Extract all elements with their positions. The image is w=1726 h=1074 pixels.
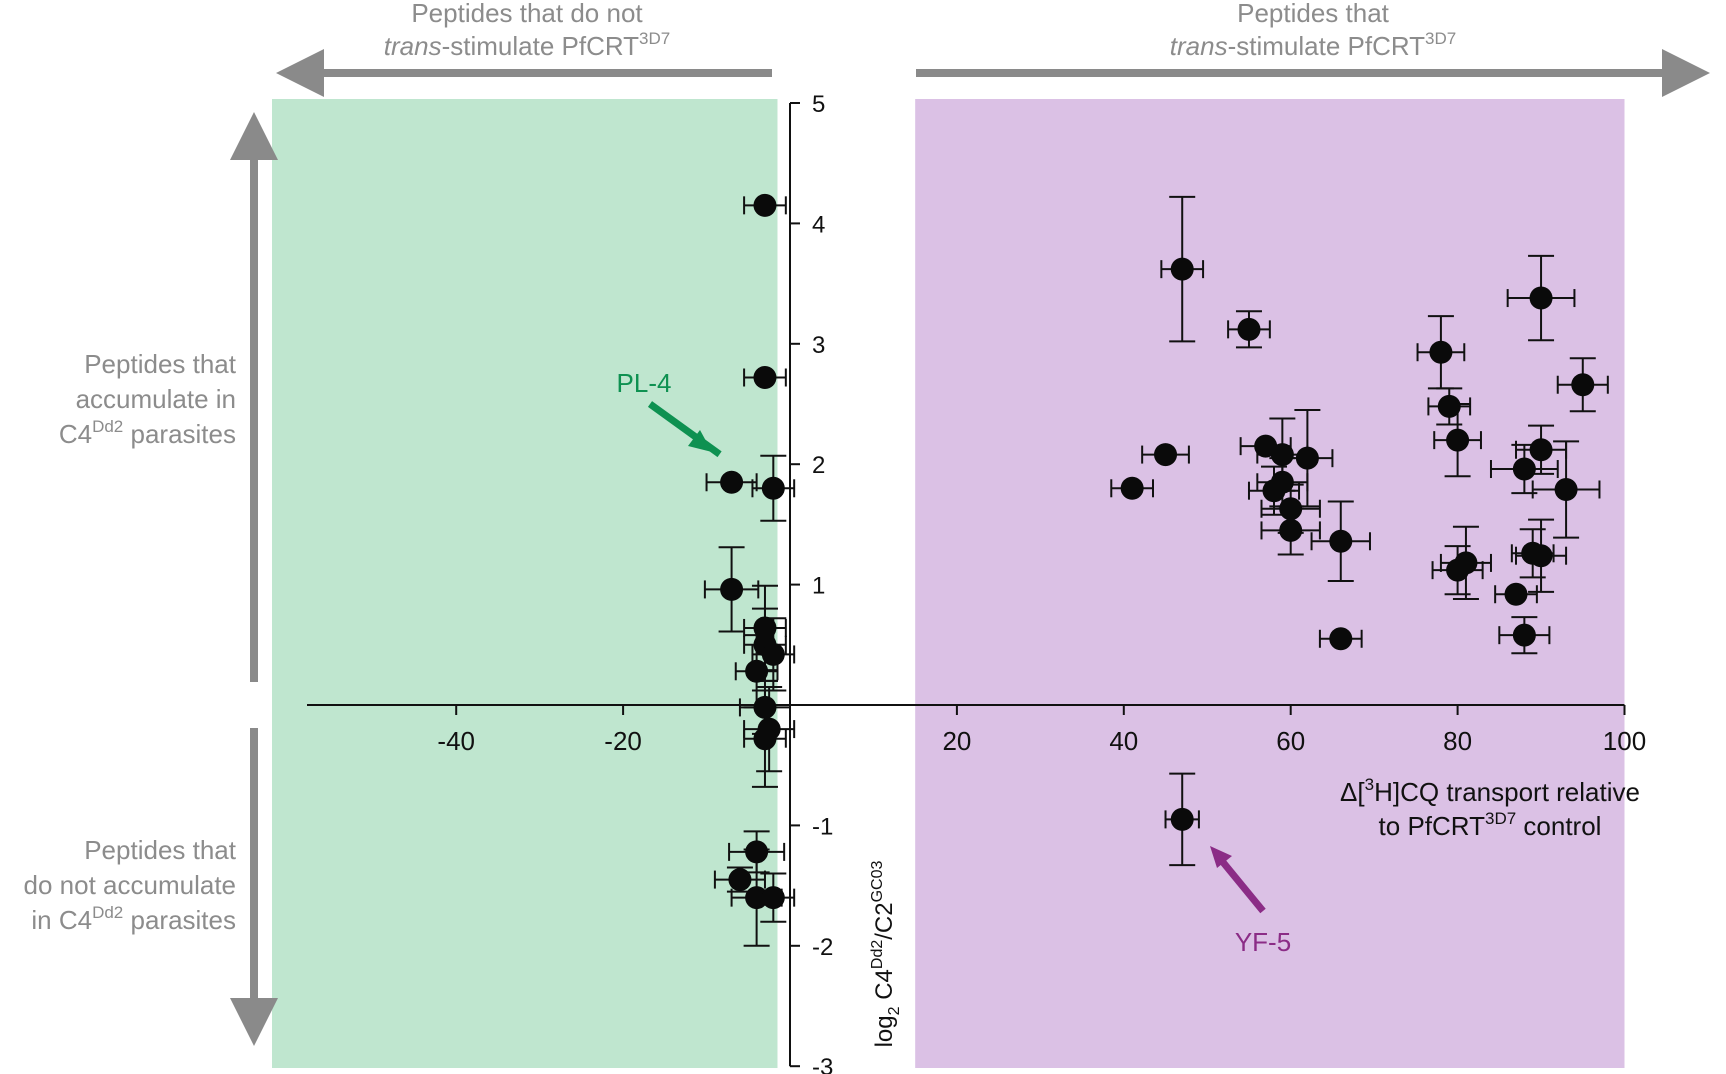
top-side-label-line3: C4Dd2 parasites: [59, 417, 236, 449]
data-point: [1529, 286, 1553, 310]
top-side-label-line1: Peptides that: [84, 349, 237, 379]
y-tick-label: -2: [812, 934, 833, 961]
data-point: [753, 727, 777, 751]
data-point: [1554, 477, 1578, 501]
data-points: [720, 193, 1595, 910]
data-point: [1529, 544, 1553, 568]
data-point: [1329, 627, 1353, 651]
y-tick-label: 5: [812, 91, 825, 118]
x-tick-label: -40: [437, 726, 475, 756]
right-header-line1: Peptides that: [1237, 0, 1390, 28]
data-point: [728, 868, 752, 892]
y-ticks: -3 -2 -1 1 2 3 4 5: [790, 91, 833, 1074]
no-trans-stimulation-region: [272, 99, 778, 1068]
data-point: [1504, 582, 1528, 606]
yf5-arrow-shaft: [1219, 858, 1266, 914]
data-point: [720, 577, 744, 601]
x-tick-label: 80: [1443, 726, 1472, 756]
data-point: [1512, 457, 1536, 481]
y-axis-label: log2 C4Dd2/C2GC03: [869, 860, 903, 1047]
bottom-side-label-line2: do not accumulate: [24, 870, 236, 900]
x-ticks: -40 -20 20 40 60 80 100: [437, 705, 1646, 756]
data-point: [1437, 394, 1461, 418]
data-point: [720, 470, 744, 494]
x-axis-label-line2: to PfCRT3D7 control: [1379, 809, 1602, 841]
data-point: [761, 476, 785, 500]
data-point: [1329, 529, 1353, 553]
data-point: [1120, 476, 1144, 500]
y-tick-label: 4: [812, 211, 825, 238]
left-header-line2: trans-stimulate PfCRT3D7: [384, 29, 670, 61]
pl4-label: PL-4: [617, 368, 672, 398]
yf5-label: YF-5: [1235, 927, 1291, 957]
data-point: [745, 886, 769, 910]
data-point: [753, 193, 777, 217]
top-side-label-line2: accumulate in: [76, 384, 236, 414]
x-axis-label-line1: Δ[3H]CQ transport relative: [1340, 775, 1640, 807]
data-point: [1270, 470, 1294, 494]
data-point: [745, 840, 769, 864]
data-point: [745, 659, 769, 683]
data-point: [1279, 518, 1303, 542]
data-point: [1237, 317, 1261, 341]
pl4-arrow-head: [688, 430, 712, 452]
data-point: [1154, 443, 1178, 467]
left-header-line1: Peptides that do not: [411, 0, 643, 28]
data-point: [761, 642, 785, 666]
bottom-side-label-line3: in C4Dd2 parasites: [31, 903, 236, 935]
data-point: [1529, 438, 1553, 462]
data-point: [1454, 551, 1478, 575]
y-tick-label: 1: [812, 573, 825, 600]
data-point: [1512, 623, 1536, 647]
trans-stimulation-region: [915, 99, 1625, 1068]
data-point: [1279, 497, 1303, 521]
data-point: [1295, 446, 1319, 470]
x-tick-label: 100: [1603, 726, 1646, 756]
data-point: [1170, 257, 1194, 281]
data-point: [753, 616, 777, 640]
bottom-side-label-line1: Peptides that: [84, 835, 237, 865]
x-tick-label: 20: [942, 726, 971, 756]
data-point: [753, 695, 777, 719]
data-point: [1446, 428, 1470, 452]
y-tick-label: 2: [812, 452, 825, 479]
data-point: [1170, 807, 1194, 831]
y-tick-label: -1: [812, 813, 833, 840]
data-point: [1429, 340, 1453, 364]
x-tick-label: 40: [1109, 726, 1138, 756]
annotations: PL-4 YF-5: [617, 368, 1292, 957]
data-point: [1270, 443, 1294, 467]
yf5-arrow-head: [1210, 846, 1232, 868]
x-tick-label: 60: [1276, 726, 1305, 756]
y-tick-label: 3: [812, 332, 825, 359]
right-header-line2: trans-stimulate PfCRT3D7: [1170, 29, 1456, 61]
data-point: [761, 886, 785, 910]
y-tick-label: -3: [812, 1054, 833, 1074]
data-point: [1571, 373, 1595, 397]
data-point: [753, 366, 777, 390]
x-tick-label: -20: [604, 726, 642, 756]
